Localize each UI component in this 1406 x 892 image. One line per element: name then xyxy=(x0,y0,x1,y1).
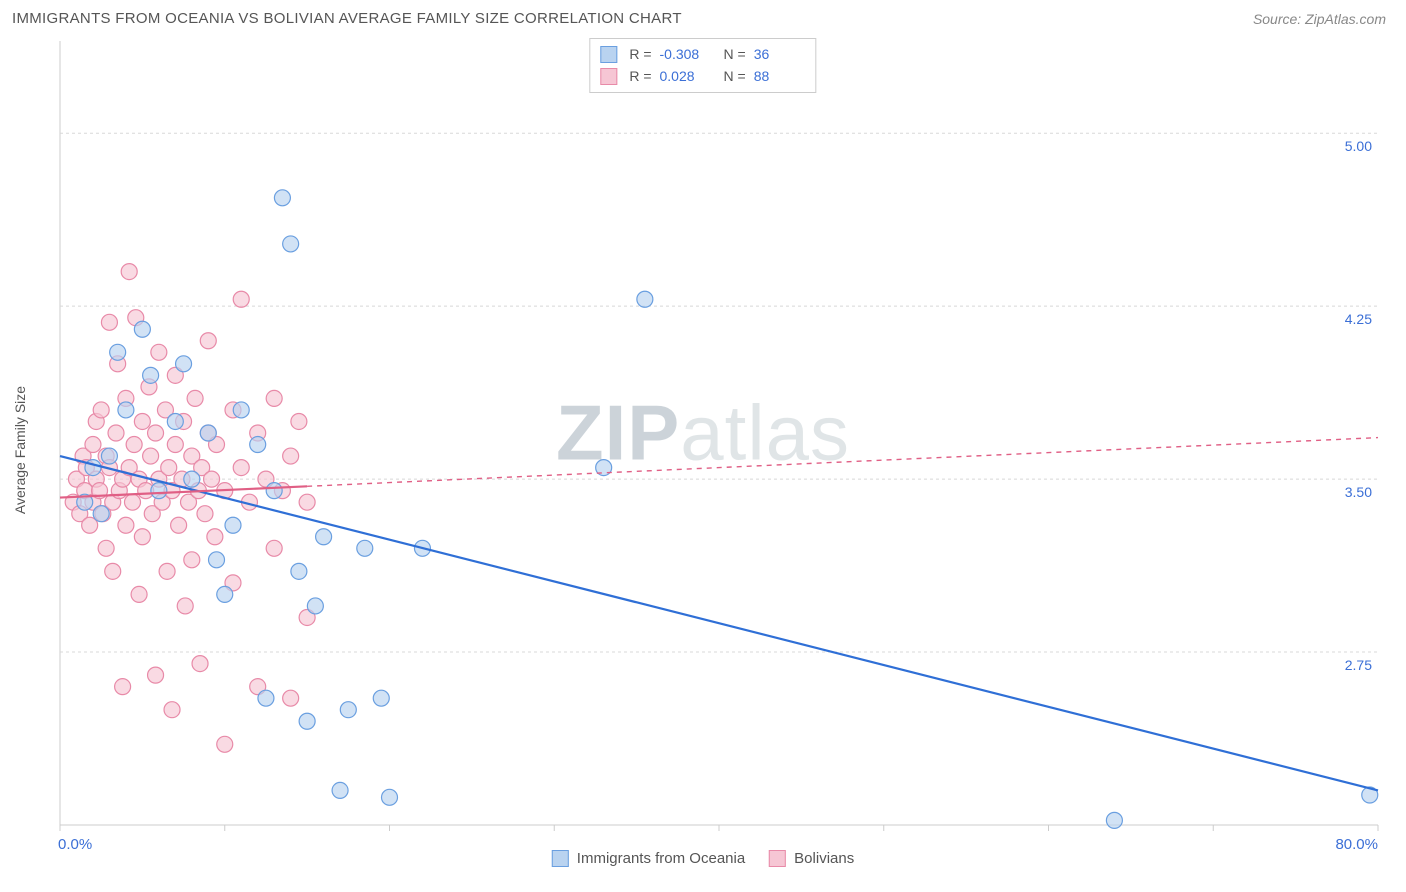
data-point-bolivians xyxy=(266,390,282,406)
data-point-bolivians xyxy=(266,540,282,556)
data-point-oceania xyxy=(307,598,323,614)
data-point-bolivians xyxy=(217,736,233,752)
data-point-oceania xyxy=(93,506,109,522)
data-point-oceania xyxy=(382,789,398,805)
data-point-bolivians xyxy=(291,413,307,429)
data-point-oceania xyxy=(118,402,134,418)
data-point-oceania xyxy=(250,437,266,453)
data-point-oceania xyxy=(637,291,653,307)
data-point-oceania xyxy=(332,782,348,798)
data-point-oceania xyxy=(266,483,282,499)
data-point-bolivians xyxy=(124,494,140,510)
data-point-oceania xyxy=(200,425,216,441)
data-point-bolivians xyxy=(164,702,180,718)
data-point-bolivians xyxy=(177,598,193,614)
x-min-label: 0.0% xyxy=(58,836,92,853)
data-point-oceania xyxy=(258,690,274,706)
data-point-bolivians xyxy=(283,448,299,464)
data-point-oceania xyxy=(110,344,126,360)
data-point-bolivians xyxy=(105,563,121,579)
data-point-bolivians xyxy=(115,679,131,695)
data-point-bolivians xyxy=(93,402,109,418)
y-axis-label: Average Family Size xyxy=(12,386,28,514)
chart-container: Average Family Size 2.75 3.50 4.25 5.00 0.0%… xyxy=(12,35,1394,865)
data-point-bolivians xyxy=(161,460,177,476)
data-point-oceania xyxy=(233,402,249,418)
data-point-oceania xyxy=(299,713,315,729)
r-value-bolivians: 0.028 xyxy=(660,65,712,87)
swatch-oceania-icon xyxy=(552,850,569,867)
data-point-bolivians xyxy=(187,390,203,406)
data-point-bolivians xyxy=(171,517,187,533)
data-point-bolivians xyxy=(192,656,208,672)
data-point-bolivians xyxy=(126,437,142,453)
data-point-oceania xyxy=(316,529,332,545)
data-point-bolivians xyxy=(159,563,175,579)
swatch-bolivians xyxy=(600,68,617,85)
data-point-bolivians xyxy=(151,344,167,360)
legend-item-bolivians: Bolivians xyxy=(769,850,854,867)
correlation-legend: R = -0.308 N = 36 R = 0.028 N = 88 xyxy=(589,38,816,93)
series-legend: Immigrants from Oceania Bolivians xyxy=(552,850,854,867)
data-point-bolivians xyxy=(101,314,117,330)
scatter-chart: 2.75 3.50 4.25 5.00 0.0% 80.0% xyxy=(12,35,1394,865)
data-point-bolivians xyxy=(85,437,101,453)
data-point-oceania xyxy=(291,563,307,579)
data-point-oceania xyxy=(184,471,200,487)
y-tick-label: 5.00 xyxy=(1345,138,1372,154)
legend-row-oceania: R = -0.308 N = 36 xyxy=(600,43,805,65)
data-point-bolivians xyxy=(134,529,150,545)
data-point-bolivians xyxy=(148,425,164,441)
data-point-bolivians xyxy=(207,529,223,545)
swatch-bolivians-icon xyxy=(769,850,786,867)
data-point-oceania xyxy=(176,356,192,372)
data-point-bolivians xyxy=(200,333,216,349)
data-point-bolivians xyxy=(148,667,164,683)
data-point-bolivians xyxy=(131,586,147,602)
data-point-bolivians xyxy=(118,517,134,533)
data-point-oceania xyxy=(283,236,299,252)
data-point-bolivians xyxy=(108,425,124,441)
data-point-oceania xyxy=(274,190,290,206)
y-tick-label: 2.75 xyxy=(1345,657,1372,673)
y-tick-label: 4.25 xyxy=(1345,311,1372,327)
data-point-bolivians xyxy=(134,413,150,429)
data-point-oceania xyxy=(373,690,389,706)
y-tick-label: 3.50 xyxy=(1345,484,1372,500)
legend-item-oceania: Immigrants from Oceania xyxy=(552,850,745,867)
data-point-oceania xyxy=(225,517,241,533)
data-point-bolivians xyxy=(121,264,137,280)
source-label: Source: ZipAtlas.com xyxy=(1253,11,1386,27)
x-max-label: 80.0% xyxy=(1335,836,1378,853)
data-point-bolivians xyxy=(143,448,159,464)
data-point-oceania xyxy=(340,702,356,718)
data-point-bolivians xyxy=(204,471,220,487)
data-point-oceania xyxy=(134,321,150,337)
r-value-oceania: -0.308 xyxy=(660,43,712,65)
legend-row-bolivians: R = 0.028 N = 88 xyxy=(600,65,805,87)
data-point-oceania xyxy=(143,367,159,383)
data-point-oceania xyxy=(209,552,225,568)
n-value-oceania: 36 xyxy=(754,43,806,65)
data-point-oceania xyxy=(217,586,233,602)
data-point-oceania xyxy=(101,448,117,464)
chart-title: IMMIGRANTS FROM OCEANIA VS BOLIVIAN AVER… xyxy=(12,10,682,27)
n-value-bolivians: 88 xyxy=(754,65,806,87)
data-point-bolivians xyxy=(233,460,249,476)
data-point-bolivians xyxy=(197,506,213,522)
data-point-bolivians xyxy=(184,552,200,568)
data-point-bolivians xyxy=(299,494,315,510)
swatch-oceania xyxy=(600,46,617,63)
data-point-bolivians xyxy=(283,690,299,706)
data-point-bolivians xyxy=(98,540,114,556)
data-point-oceania xyxy=(1106,812,1122,828)
data-point-bolivians xyxy=(233,291,249,307)
data-point-oceania xyxy=(167,413,183,429)
data-point-oceania xyxy=(151,483,167,499)
data-point-bolivians xyxy=(167,437,183,453)
trend-line-oceania xyxy=(60,456,1378,790)
data-point-oceania xyxy=(357,540,373,556)
